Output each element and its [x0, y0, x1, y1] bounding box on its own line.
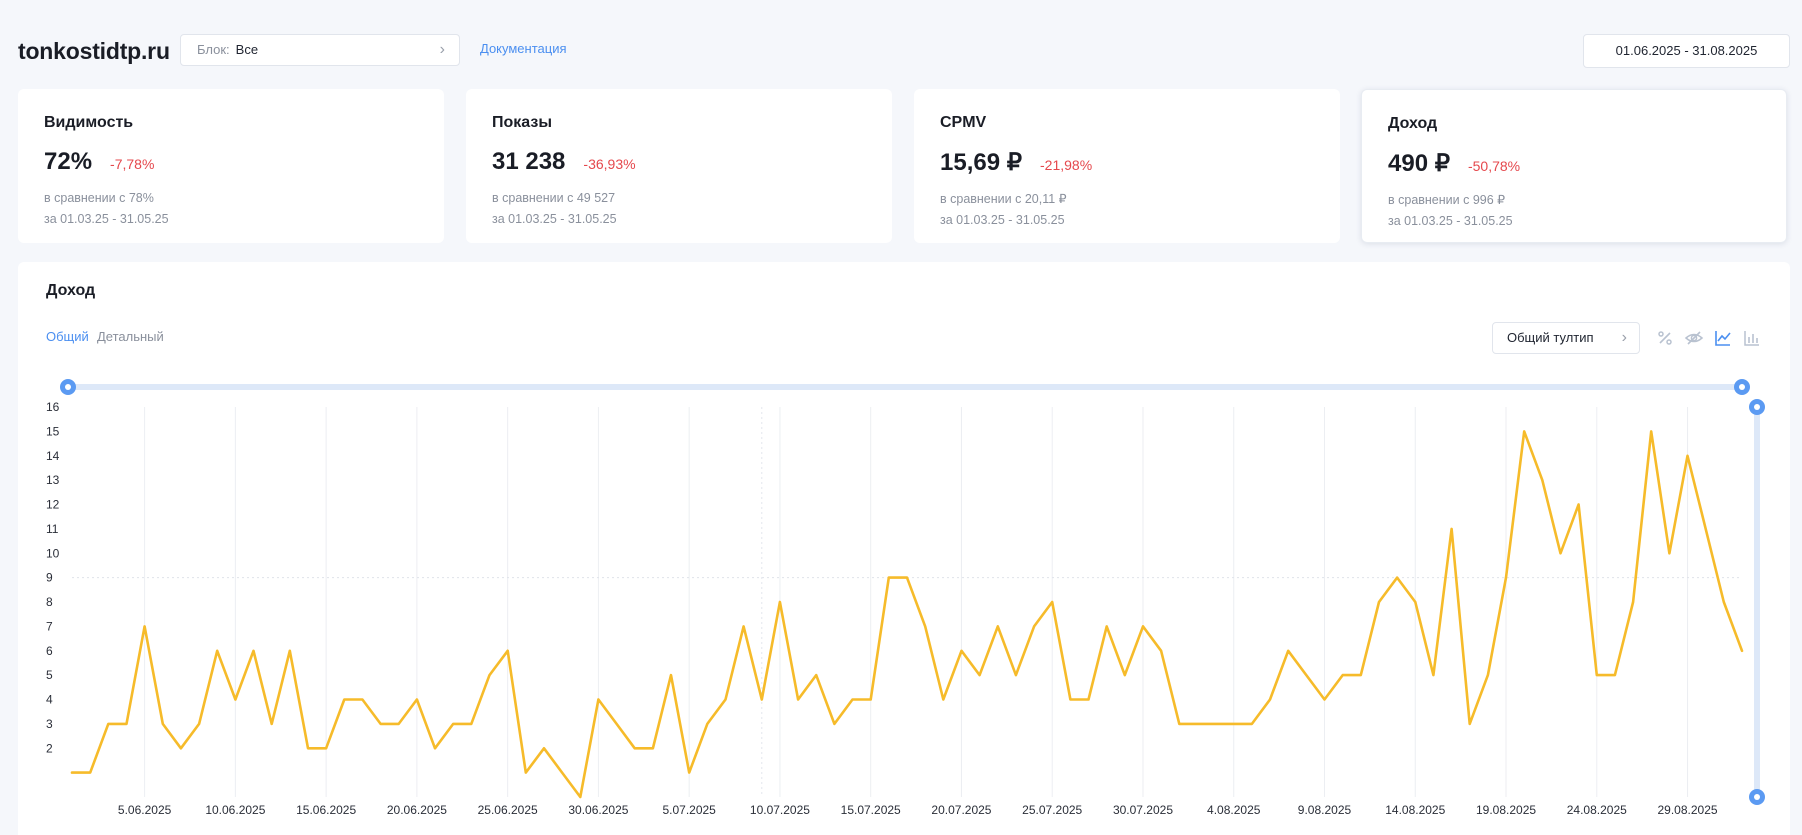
- y-tick-label: 9: [46, 571, 53, 585]
- y-range-handle-dot: [1754, 794, 1760, 800]
- card-compare: в сравнении с 49 527: [492, 191, 616, 205]
- card-title: Показы: [492, 114, 552, 131]
- x-tick-label: 24.08.2025: [1567, 803, 1627, 817]
- card-compare: в сравнении с 78%: [44, 191, 154, 205]
- tab-general[interactable]: Общий: [46, 329, 89, 344]
- y-tick-label: 3: [46, 717, 53, 731]
- y-tick-label: 6: [46, 644, 53, 658]
- y-tick-label: 4: [46, 693, 53, 707]
- chevron-right-icon: ›: [1621, 329, 1627, 346]
- x-tick-label: 15.06.2025: [296, 803, 356, 817]
- card-period: за 01.03.25 - 31.05.25: [1388, 214, 1513, 228]
- card-delta: -50,78%: [1467, 158, 1521, 174]
- x-tick-label: 10.07.2025: [750, 803, 810, 817]
- percent-icon[interactable]: [1655, 328, 1675, 348]
- y-tick-label: 15: [46, 424, 60, 438]
- metric-card-cpmv[interactable]: CPMV 15,69 ₽ -21,98% в сравнении с 20,11 …: [914, 89, 1340, 243]
- card-value: 31 238: [492, 148, 566, 175]
- y-tick-label: 2: [46, 741, 53, 755]
- card-title: Видимость: [44, 114, 134, 131]
- card-title: Доход: [1388, 115, 1438, 132]
- y-tick-label: 7: [46, 619, 53, 633]
- y-tick-label: 8: [46, 595, 53, 609]
- chart-title: Доход: [46, 282, 96, 299]
- block-select-label: Блок:: [197, 42, 230, 57]
- card-compare: в сравнении с 996 ₽: [1388, 193, 1506, 207]
- y-tick-label: 16: [46, 400, 60, 414]
- tooltip-mode-select[interactable]: Общий тултип ›: [1492, 322, 1640, 354]
- card-delta: -21,98%: [1040, 157, 1093, 173]
- date-range-picker[interactable]: 01.06.2025 - 31.08.2025: [1583, 34, 1790, 68]
- card-period: за 01.03.25 - 31.05.25: [940, 213, 1065, 227]
- card-value: 15,69 ₽: [940, 149, 1022, 176]
- site-title: tonkostidtp.ru: [18, 38, 170, 64]
- metric-card-impressions[interactable]: Показы 31 238 -36,93% в сравнении с 49 52…: [466, 89, 892, 243]
- x-tick-label: 25.06.2025: [478, 803, 538, 817]
- block-select-value: Все: [235, 42, 259, 57]
- card-value: 72%: [44, 148, 93, 175]
- x-tick-label: 30.06.2025: [568, 803, 628, 817]
- card-period: за 01.03.25 - 31.05.25: [492, 212, 617, 226]
- tooltip-mode-value: Общий тултип: [1507, 330, 1594, 345]
- y-range-handle-dot: [1754, 404, 1760, 410]
- metric-card-visibility[interactable]: Видимость 72% -7,78% в сравнении с 78% за …: [18, 89, 444, 243]
- eye-off-icon[interactable]: [1684, 328, 1704, 348]
- header: tonkostidtp.ru Блок: Все › Документация 0…: [0, 0, 1802, 90]
- revenue-series-line: [70, 430, 1744, 799]
- x-range-handle-dot: [1739, 384, 1745, 390]
- card-value: 490 ₽: [1388, 150, 1450, 177]
- y-tick-label: 12: [46, 498, 60, 512]
- x-tick-label: 4.08.2025: [1207, 803, 1261, 817]
- block-select[interactable]: Блок: Все ›: [180, 34, 460, 66]
- y-tick-label: 13: [46, 473, 60, 487]
- chevron-right-icon: ›: [439, 41, 445, 58]
- x-tick-label: 20.07.2025: [931, 803, 991, 817]
- x-tick-label: 30.07.2025: [1113, 803, 1173, 817]
- y-tick-label: 5: [46, 668, 53, 682]
- x-tick-label: 9.08.2025: [1298, 803, 1352, 817]
- line-chart-icon[interactable]: [1713, 328, 1733, 348]
- x-tick-label: 5.07.2025: [662, 803, 716, 817]
- x-tick-label: 14.08.2025: [1385, 803, 1445, 817]
- x-tick-label: 15.07.2025: [841, 803, 901, 817]
- x-tick-label: 29.08.2025: [1658, 803, 1718, 817]
- y-tick-label: 11: [46, 522, 59, 536]
- card-delta: -7,78%: [110, 156, 155, 172]
- chart-panel: Доход Общий Детальный Общий тултип ›: [18, 262, 1790, 835]
- x-tick-label: 19.08.2025: [1476, 803, 1536, 817]
- card-period: за 01.03.25 - 31.05.25: [44, 212, 169, 226]
- x-tick-label: 5.06.2025: [118, 803, 172, 817]
- bar-chart-icon[interactable]: [1742, 328, 1762, 348]
- y-tick-label: 10: [46, 546, 60, 560]
- y-tick-label: 14: [46, 449, 60, 463]
- card-title: CPMV: [940, 114, 987, 131]
- card-compare: в сравнении с 20,11 ₽: [940, 192, 1067, 206]
- card-delta: -36,93%: [583, 156, 636, 172]
- x-tick-label: 10.06.2025: [205, 803, 265, 817]
- documentation-link[interactable]: Документация: [480, 41, 567, 56]
- x-tick-label: 20.06.2025: [387, 803, 447, 817]
- tab-detailed[interactable]: Детальный: [97, 329, 164, 344]
- metric-card-revenue[interactable]: Доход 490 ₽ -50,78% в сравнении с 996 ₽ за…: [1361, 89, 1787, 243]
- x-tick-label: 25.07.2025: [1022, 803, 1082, 817]
- x-range-handle-dot: [65, 384, 71, 390]
